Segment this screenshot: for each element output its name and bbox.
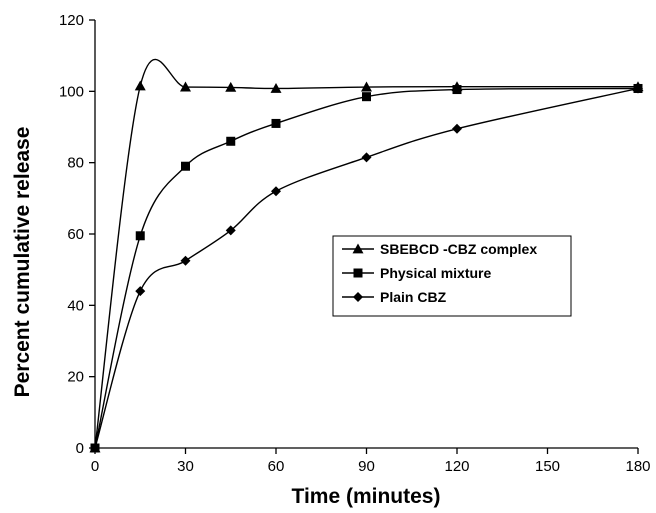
x-tick-label: 30 <box>177 458 194 475</box>
data-point-triangle <box>361 81 372 92</box>
x-tick-label: 150 <box>535 458 560 475</box>
y-axis-title: Percent cumulative release <box>11 127 34 398</box>
data-point-diamond <box>90 443 100 453</box>
axes: 0 30 60 90 120 150 180 0 20 40 60 80 100 120 <box>59 12 651 475</box>
data-point-triangle <box>180 81 191 92</box>
y-tick-label: 60 <box>67 226 84 243</box>
data-point-square <box>452 85 462 95</box>
x-tick-label: 180 <box>625 458 650 475</box>
y-tick-label: 80 <box>67 155 84 172</box>
legend-label: SBEBCD -CBZ complex <box>380 241 537 257</box>
data-point-diamond <box>271 186 281 197</box>
x-tick-label: 60 <box>268 458 285 475</box>
y-tick-label: 100 <box>59 83 84 100</box>
data-point-diamond <box>135 286 146 297</box>
legend-label: Physical mixture <box>380 265 491 281</box>
data-point-triangle <box>225 81 237 92</box>
data-point-diamond <box>361 152 372 163</box>
data-point-square <box>181 161 190 171</box>
x-tick-label: 90 <box>358 458 375 475</box>
data-point-square <box>135 231 145 241</box>
legend-marker-square <box>353 268 363 278</box>
data-point-triangle <box>134 80 146 91</box>
x-axis-title: Time (minutes) <box>292 485 441 508</box>
y-tick-label: 120 <box>59 12 84 29</box>
x-ticks: 0 30 60 90 120 150 180 <box>91 448 651 475</box>
legend: SBEBCD -CBZ complex Physical mixture Plain… <box>332 235 572 317</box>
legend-marker-triangle <box>352 243 364 254</box>
y-tick-label: 20 <box>67 369 84 386</box>
data-point-diamond <box>633 83 643 94</box>
data-point-square <box>271 118 281 128</box>
data-point-square <box>362 92 371 102</box>
x-tick-label: 120 <box>444 458 469 475</box>
y-tick-label: 40 <box>67 297 84 314</box>
series-markers <box>89 80 644 453</box>
data-point-diamond <box>180 255 191 266</box>
legend-label: Plain CBZ <box>380 289 447 305</box>
y-tick-label: 0 <box>76 440 84 457</box>
data-point-square <box>226 136 236 146</box>
y-ticks: 0 20 40 60 80 100 120 <box>59 12 95 457</box>
data-point-triangle <box>270 82 282 93</box>
data-point-diamond <box>452 123 462 134</box>
data-point-diamond <box>225 225 236 236</box>
legend-marker-diamond <box>353 292 363 302</box>
x-tick-label: 0 <box>91 458 99 475</box>
